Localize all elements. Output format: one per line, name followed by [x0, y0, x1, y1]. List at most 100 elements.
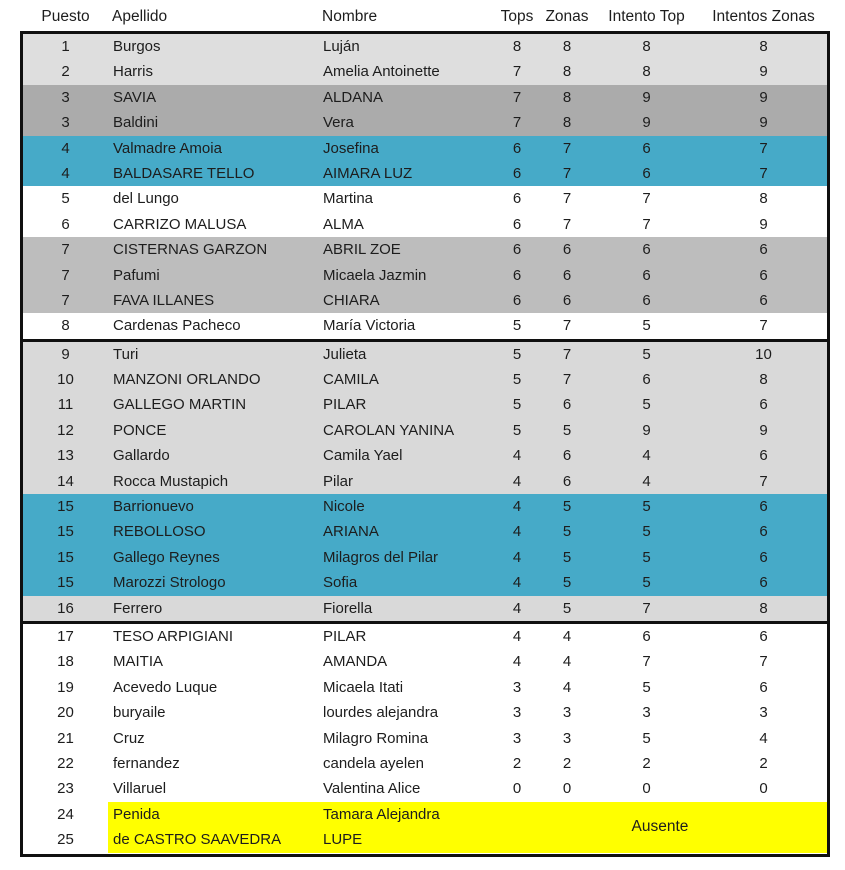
cell-zonas: 7 [562, 190, 572, 208]
cell-intentos-zonas: 6 [759, 291, 768, 309]
cell-puesto: 9 [61, 345, 70, 363]
table-row: 14 Rocca Mustapich Pilar 4 6 4 7 [23, 468, 827, 495]
cell-intentos-zonas: 6 [759, 678, 768, 696]
table-row: 6 CARRIZO MALUSA ALMA 6 7 7 9 [23, 211, 827, 238]
cell-nombre: Martina [323, 190, 374, 208]
cell-puesto: 25 [23, 827, 108, 853]
cell-intento-top: 9 [642, 421, 651, 439]
cell-intentos-zonas: 9 [759, 421, 768, 439]
cell-tops [493, 827, 541, 853]
cell-nombre: Micaela Jazmin [323, 266, 427, 284]
cell-tops: 6 [512, 215, 522, 233]
cell-intentos-zonas: 9 [759, 215, 768, 233]
cell-apellido: Acevedo Luque [113, 678, 218, 696]
cell-tops: 4 [512, 653, 522, 671]
cell-intentos-zonas: 7 [759, 317, 768, 335]
cell-intento-top: 0 [642, 780, 651, 798]
cell-apellido: BALDASARE TELLO [113, 164, 255, 182]
table-row: 20 buryaile lourdes alejandra 3 3 3 3 [23, 700, 827, 726]
cell-intento-top: 5 [642, 396, 651, 414]
cell-nombre: candela ayelen [323, 754, 424, 772]
cell-nombre: Micaela Itati [323, 678, 404, 696]
cell-apellido: Pafumi [113, 266, 160, 284]
absent-label: Ausente [631, 818, 689, 836]
cell-intentos-zonas: 10 [755, 345, 772, 363]
cell-intento-top: 2 [642, 754, 651, 772]
cell-nombre: PILAR [323, 396, 367, 414]
cell-apellido: Harris [113, 63, 153, 81]
cell-zonas: 7 [562, 139, 572, 157]
cell-apellido: Ferrero [113, 599, 163, 617]
cell-nombre: Milagros del Pilar [323, 548, 439, 566]
cell-intentos-zonas: 6 [759, 627, 768, 645]
cell-tops: 5 [512, 345, 522, 363]
cell-intentos-zonas: 7 [759, 653, 768, 671]
cell-zonas: 6 [562, 447, 572, 465]
header-col-intentos-zonas: Intentos Zonas [712, 8, 815, 25]
cell-tops: 4 [512, 627, 522, 645]
cell-intento-top: 4 [642, 447, 651, 465]
cell-zonas: 6 [562, 241, 572, 259]
header-col-tops: Tops [500, 8, 534, 25]
cell-tops: 4 [512, 599, 522, 617]
cell-intento-top: 5 [642, 523, 651, 541]
cell-intento-top: 4 [642, 472, 651, 490]
cell-intento-top: 5 [642, 548, 651, 566]
table-section-2: 9 Turi Julieta 5 7 5 10 10 MANZONI ORLAN… [23, 338, 827, 621]
cell-zonas [541, 827, 593, 853]
cell-puesto: 5 [61, 190, 70, 208]
table-row: 16 Ferrero Fiorella 4 5 7 8 [23, 595, 827, 621]
cell-zonas: 0 [562, 780, 572, 798]
cell-nombre: Nicole [323, 498, 365, 516]
cell-nombre: Luján [323, 38, 360, 55]
cell-intentos-zonas: 8 [759, 371, 768, 389]
cell-apellido: PONCE [113, 421, 167, 439]
cell-puesto: 21 [57, 729, 74, 747]
cell-intento-top: 6 [642, 371, 651, 389]
cell-intento-top: 6 [642, 139, 651, 157]
cell-apellido: MANZONI ORLANDO [113, 371, 261, 389]
table-row: 15 Marozzi Strologo Sofia 4 5 5 6 [23, 570, 827, 596]
cell-tops: 0 [512, 780, 522, 798]
cell-tops: 7 [512, 114, 522, 132]
cell-intento-top: 8 [642, 38, 651, 55]
cell-zonas: 7 [562, 215, 572, 233]
cell-zonas: 6 [562, 266, 572, 284]
cell-zonas: 4 [562, 653, 572, 671]
table-row: 7 FAVA ILLANES CHIARA 6 6 6 6 [23, 287, 827, 314]
header-col-zonas: Zonas [545, 8, 589, 25]
cell-zonas: 7 [562, 164, 572, 182]
table-row: 11 GALLEGO MARTIN PILAR 5 6 5 6 [23, 392, 827, 418]
cell-puesto: 8 [61, 317, 70, 335]
cell-intento-top: 5 [642, 317, 651, 335]
cell-zonas: 8 [562, 38, 572, 55]
cell-zonas: 5 [562, 574, 572, 592]
cell-intentos-zonas: 0 [759, 780, 768, 798]
cell-nombre: Milagro Romina [323, 729, 429, 747]
cell-nombre: Pilar [323, 472, 354, 490]
cell-nombre: Fiorella [323, 599, 373, 617]
table-row: 24 Penida Tamara Alejandra [23, 801, 827, 828]
table-row: 7 Pafumi Micaela Jazmin 6 6 6 6 [23, 262, 827, 288]
cell-puesto: 23 [57, 780, 74, 798]
cell-intentos-zonas: 8 [759, 190, 768, 208]
cell-zonas: 4 [562, 678, 572, 696]
cell-intento-top [593, 801, 700, 828]
cell-tops: 5 [512, 317, 522, 335]
cell-intento-top: 5 [642, 345, 651, 363]
cell-apellido: Marozzi Strologo [113, 574, 226, 592]
cell-intentos-zonas: 7 [759, 164, 768, 182]
cell-zonas: 2 [562, 754, 572, 772]
cell-intentos-zonas: 6 [759, 447, 768, 465]
cell-intentos-zonas [700, 827, 827, 853]
cell-puesto: 6 [61, 215, 70, 233]
cell-nombre: AMANDA [323, 653, 388, 671]
header-col-apellido: Apellido [112, 8, 168, 25]
header-col-intento-top: Intento Top [608, 8, 685, 25]
cell-zonas: 6 [562, 396, 572, 414]
cell-tops: 6 [512, 291, 522, 309]
table-row: 13 Gallardo Camila Yael 4 6 4 6 [23, 443, 827, 469]
cell-apellido: Villaruel [113, 780, 167, 798]
cell-puesto: 3 [61, 88, 70, 106]
